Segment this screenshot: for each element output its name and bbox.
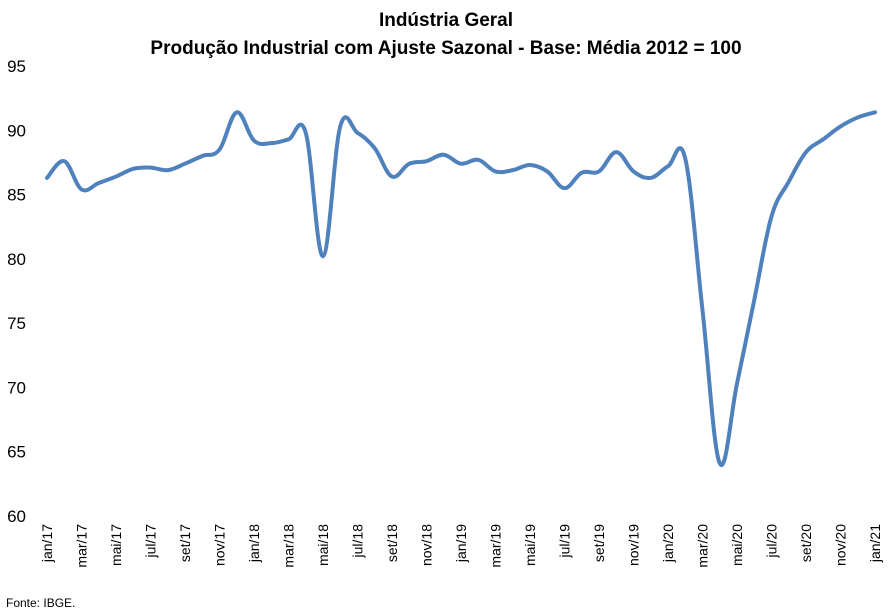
y-tick-label: 80 — [7, 250, 26, 269]
x-tick-label: set/17 — [177, 524, 193, 562]
series-line — [45, 110, 877, 468]
x-tick-label: set/19 — [591, 524, 607, 562]
x-tick-label: jan/19 — [453, 524, 469, 563]
x-tick-label: nov/18 — [419, 524, 435, 566]
x-tick-label: mai/19 — [522, 524, 538, 566]
x-tick-label: jan/20 — [660, 524, 676, 563]
x-tick-label: jul/18 — [350, 524, 366, 559]
x-tick-label: mar/17 — [74, 524, 90, 568]
x-tick-label: set/18 — [384, 524, 400, 562]
x-tick-label: set/20 — [798, 524, 814, 562]
x-tick-label: mai/20 — [729, 524, 745, 566]
source-note: Fonte: IBGE. — [6, 596, 76, 610]
series-group — [45, 110, 877, 468]
y-tick-label: 95 — [7, 57, 26, 76]
x-tick-label: nov/20 — [833, 524, 849, 566]
chart-title: Indústria Geral — [379, 10, 513, 31]
y-tick-label: 65 — [7, 443, 26, 462]
x-tick-label: nov/17 — [212, 524, 228, 566]
y-tick-label: 90 — [7, 121, 26, 140]
x-tick-label: jan/17 — [39, 524, 55, 563]
y-tick-label: 60 — [7, 507, 26, 526]
x-tick-label: mai/17 — [108, 524, 124, 566]
x-tick-label: mar/18 — [281, 524, 297, 568]
y-tick-label: 75 — [7, 314, 26, 333]
x-tick-label: jan/18 — [246, 524, 262, 563]
y-tick-label: 85 — [7, 186, 26, 205]
y-tick-label: 70 — [7, 378, 26, 397]
data-points — [45, 110, 877, 465]
chart-subtitle: Produção Industrial com Ajuste Sazonal -… — [150, 38, 741, 59]
x-tick-label: nov/19 — [626, 524, 642, 566]
x-tick-label: mar/20 — [695, 524, 711, 568]
x-tick-label: jan/21 — [867, 524, 883, 563]
x-tick-label: jul/19 — [557, 524, 573, 559]
x-tick-label: mai/18 — [315, 524, 331, 566]
x-tick-label: jul/17 — [143, 524, 159, 559]
y-axis-tick-labels: 95 90 85 80 75 70 65 60 — [7, 57, 26, 526]
x-axis-tick-labels: jan/17 mar/17 mai/17 jul/17 set/17 nov/17 jan/… — [39, 524, 883, 568]
x-tick-label: mar/19 — [488, 524, 504, 568]
x-tick-label: jul/20 — [764, 524, 780, 559]
